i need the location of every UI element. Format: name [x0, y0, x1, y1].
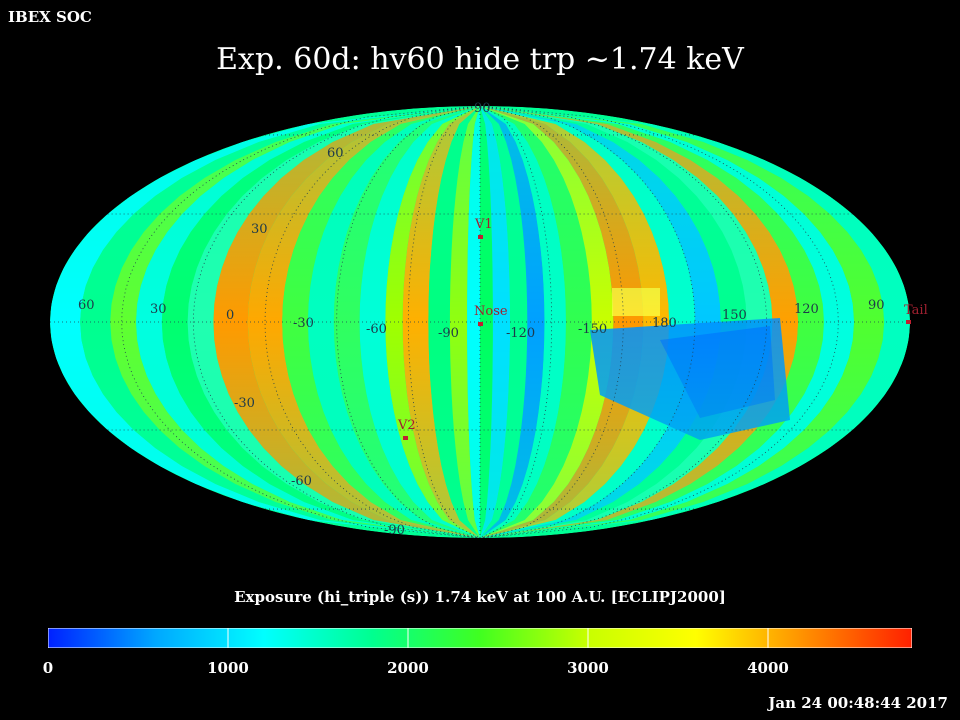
sky-map: 90 60 30 -30 -60 -90 60 30 0 -30 -60 -90…: [50, 101, 928, 538]
lon-label-0: 0: [226, 308, 234, 323]
lat-label-30: 30: [251, 222, 268, 237]
colorbar-tick-1: 1000: [207, 659, 249, 677]
lat-label-90: 90: [474, 101, 491, 116]
colorbar-tick-3: 3000: [567, 659, 609, 677]
marker-v2-label: V2: [397, 418, 416, 433]
lon-label-90: 90: [868, 298, 885, 313]
lon-label-60: 60: [78, 298, 95, 313]
lon-label-150: 150: [722, 308, 747, 323]
grid-line: [479, 106, 624, 538]
lon-label-m60: -60: [366, 322, 387, 337]
map-grid: [50, 106, 910, 538]
marker-nose-label: Nose: [474, 304, 508, 319]
lon-label-180: 180: [652, 316, 677, 331]
grid-line: [479, 106, 768, 538]
lat-label-m30: -30: [234, 396, 255, 411]
lon-label-m30: -30: [293, 316, 314, 331]
map-markers: V1 Nose V2 Tail: [397, 217, 928, 440]
colorbar-label: Exposure (hi_triple (s)) 1.74 keV at 100…: [234, 588, 726, 606]
colorbar: [47, 627, 913, 649]
lon-label-120: 120: [794, 302, 819, 317]
colorbar-tick-0: 0: [42, 659, 54, 677]
page-title: Exp. 60d: hv60 hide trp ~1.74 keV: [216, 42, 744, 77]
grid-line: [192, 106, 481, 538]
grid-line: [121, 106, 481, 538]
marker-v2-dot: [403, 436, 408, 440]
colorbar-tick-4: 4000: [747, 659, 789, 677]
grid-line: [336, 106, 481, 538]
lat-label-m60: -60: [291, 474, 312, 489]
marker-v1-dot: [478, 235, 483, 239]
grid-labels: 90 60 30 -30 -60 -90 60 30 0 -30 -60 -90…: [78, 101, 885, 538]
org-label: IBEX SOC: [8, 8, 92, 26]
grid-line: [479, 106, 696, 538]
lon-label-m150: -150: [578, 322, 607, 337]
lat-label-60: 60: [327, 146, 344, 161]
lon-label-m120: -120: [506, 326, 535, 341]
marker-v1-label: V1: [474, 217, 493, 232]
marker-tail-label: Tail: [904, 303, 928, 318]
lat-label-m90: -90: [384, 523, 405, 538]
colorbar-gradient: [47, 627, 913, 649]
colorbar-tick-2: 2000: [387, 659, 429, 677]
timestamp: Jan 24 00:48:44 2017: [768, 694, 948, 712]
lon-label-m90: -90: [438, 326, 459, 341]
grid-line: [264, 106, 481, 538]
grid-line: [479, 106, 839, 538]
lon-label-30: 30: [150, 302, 167, 317]
marker-nose-dot: [478, 322, 483, 326]
marker-tail-dot: [906, 320, 911, 324]
